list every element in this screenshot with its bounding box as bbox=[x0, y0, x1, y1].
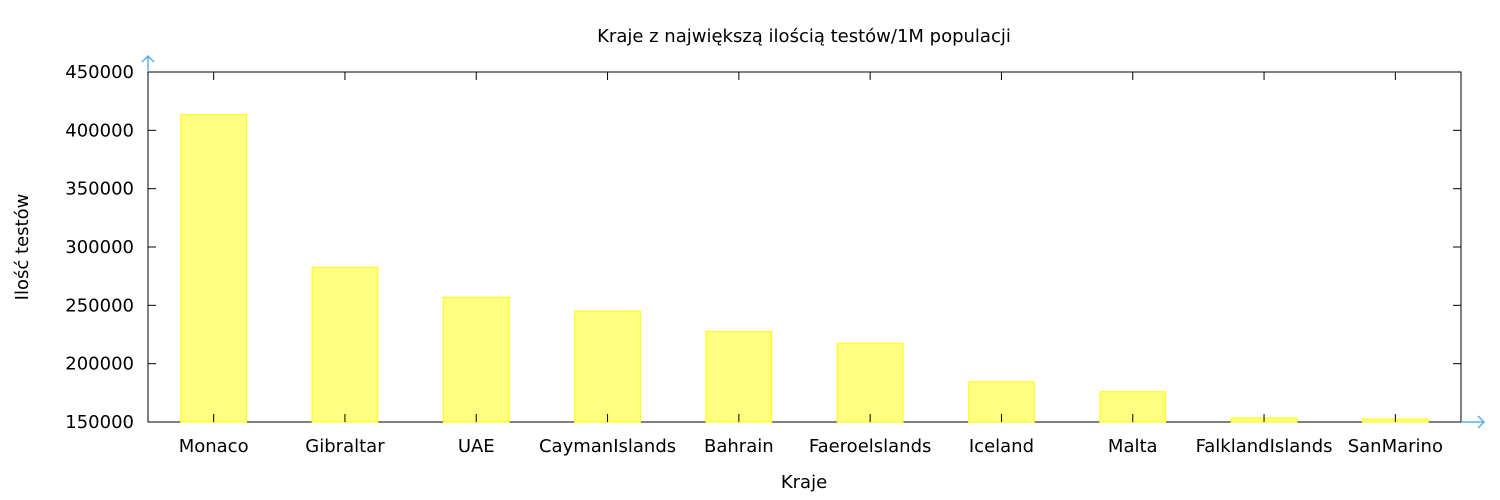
bar-caymanislands bbox=[574, 310, 641, 423]
x-tick-label: Gibraltar bbox=[305, 436, 385, 457]
y-axis: 150000 200000 250000 300000 350000 400000 4500… bbox=[65, 62, 1461, 433]
x-tick-label: Malta bbox=[1108, 436, 1158, 457]
bars bbox=[180, 114, 1429, 423]
y-tick-label: 150000 bbox=[65, 412, 134, 433]
y-axis-arrow-head bbox=[141, 54, 155, 63]
bar-monaco bbox=[180, 114, 247, 423]
y-tick-label: 350000 bbox=[65, 179, 134, 200]
x-tick-label: UAE bbox=[458, 436, 495, 457]
chart-title: Kraje z największą ilością testów/1M pop… bbox=[597, 26, 1011, 47]
y-tick-label: 300000 bbox=[65, 237, 134, 258]
x-tick-label: Bahrain bbox=[704, 436, 774, 457]
x-axis: Monaco Gibraltar UAE CaymanIslands Bahrain Fa… bbox=[179, 72, 1443, 457]
y-tick-label: 400000 bbox=[65, 120, 134, 141]
y-tick-label: 200000 bbox=[65, 354, 134, 375]
bar-faeroelslands bbox=[836, 342, 904, 423]
x-tick-label: FalklandIslands bbox=[1196, 436, 1333, 457]
x-tick-label: SanMarino bbox=[1348, 436, 1443, 457]
axis-arrows bbox=[141, 54, 1486, 429]
x-tick-label: Iceland bbox=[969, 436, 1034, 457]
x-axis-label: Kraje bbox=[781, 472, 827, 493]
x-tick-label: Faeroelslands bbox=[809, 436, 932, 457]
y-tick-label: 250000 bbox=[65, 295, 134, 316]
y-tick-label: 450000 bbox=[65, 62, 134, 83]
x-tick-label: CaymanIslands bbox=[539, 436, 676, 457]
y-axis-label: Ilość testów bbox=[12, 194, 33, 301]
bar-uae bbox=[442, 296, 510, 423]
x-tick-label: Monaco bbox=[179, 436, 249, 457]
bar-gibraltar bbox=[311, 266, 379, 423]
bar-bahrain bbox=[705, 331, 773, 423]
x-axis-arrow-head bbox=[1477, 415, 1486, 429]
